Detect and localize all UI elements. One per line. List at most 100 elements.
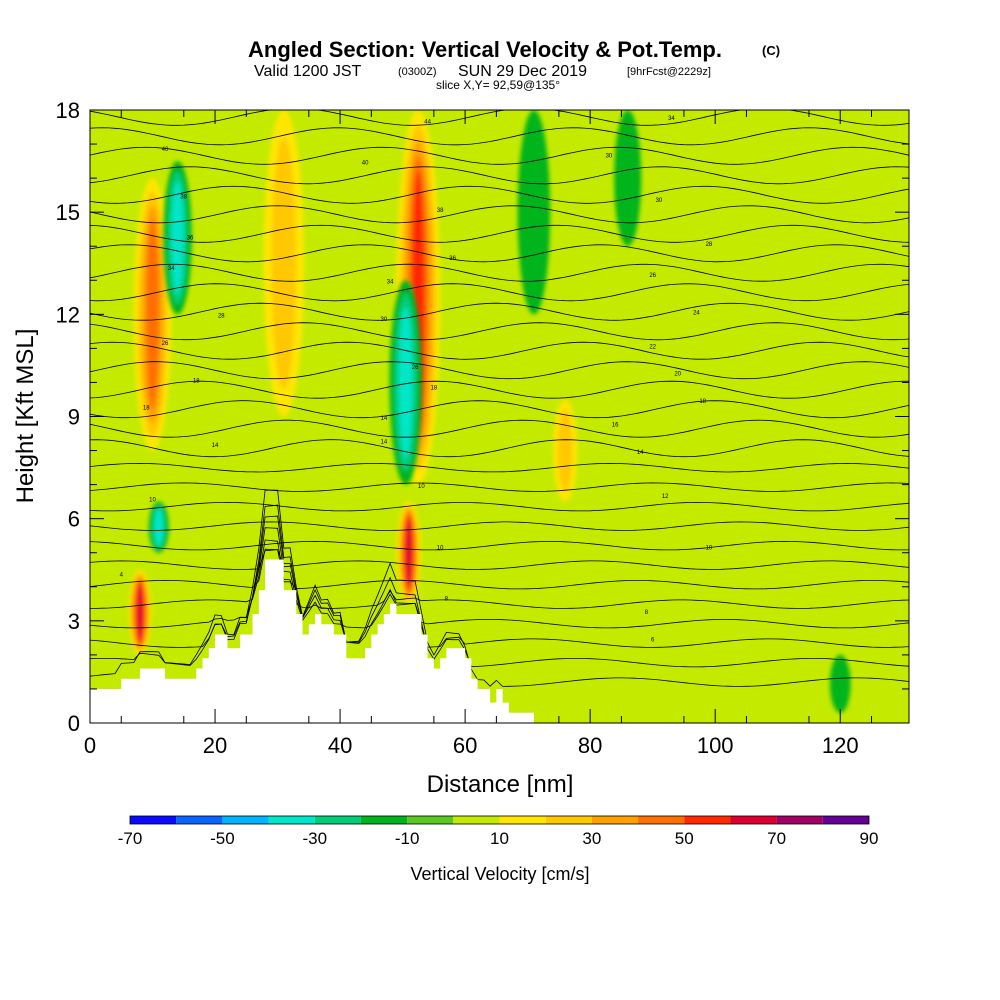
plot-area: 4038363428261818141044440383634302618141… [90, 110, 909, 723]
pot-temp-label: 30 [606, 154, 613, 160]
pot-temp-label: 12 [662, 494, 669, 500]
velocity-level [154, 508, 164, 547]
velocity-feature [517, 110, 551, 315]
valid-time-prefix: Valid 1200 JST [254, 63, 362, 80]
pot-temp-contour [90, 166, 909, 185]
x-tick-label: 60 [453, 733, 477, 758]
chart-header: Angled Section: Vertical Velocity & Pot.… [248, 37, 780, 92]
colorbar-tick-labels: -70 -50 -30 -10 10 30 50 70 90 [118, 829, 879, 848]
pot-temp-label: 20 [674, 372, 681, 378]
pot-temp-contour [90, 549, 909, 570]
pot-temp-label: 28 [218, 314, 225, 320]
pot-temp-contour [90, 400, 909, 419]
pot-temp-label: 18 [431, 385, 438, 391]
colorbar-swatch [130, 816, 177, 824]
pot-temp-label: 22 [649, 344, 656, 350]
pot-temp-contour [90, 244, 909, 263]
pot-temp-label: 36 [187, 235, 194, 241]
pot-temp-contour [90, 361, 909, 380]
valid-date: SUN 29 Dec 2019 [458, 63, 587, 80]
pot-temp-contour [90, 419, 909, 438]
pot-temp-contour [90, 263, 909, 282]
pot-temp-contour [90, 439, 909, 458]
pot-temp-contour [90, 205, 909, 224]
velocity-feature [614, 110, 642, 247]
chart-title: Angled Section: Vertical Velocity & Pot.… [248, 37, 722, 62]
pot-temp-label: 34 [668, 116, 675, 122]
y-tick-label: 18 [56, 98, 80, 123]
pot-temp-contour [90, 540, 909, 551]
velocity-level [614, 110, 642, 247]
pot-temp-label: 30 [656, 198, 663, 204]
pot-temp-label: 10 [706, 545, 713, 551]
pot-temp-label: 18 [143, 406, 150, 412]
pot-temp-label: 26 [162, 341, 169, 347]
colorbar-swatch [822, 816, 869, 824]
colorbar-swatch [360, 816, 408, 824]
x-axis-label: Distance [nm] [427, 771, 574, 798]
pot-temp-label: 6 [651, 637, 655, 643]
pot-temp-contour [90, 462, 909, 473]
colorbar-swatch [638, 816, 685, 824]
pot-temp-label: 16 [612, 423, 619, 429]
pot-temp-contour [90, 302, 909, 321]
pot-temp-contour [90, 322, 909, 341]
y-tick-label: 3 [68, 609, 80, 634]
colorbar-swatch [545, 816, 592, 824]
forecast-info: [9hrFcst@2229z] [627, 66, 711, 78]
pot-temp-label: 10 [418, 484, 425, 490]
colorbar-swatch [730, 816, 777, 824]
velocity-level [829, 654, 851, 713]
colorbar-swatch [499, 816, 546, 824]
velocity-feature [553, 399, 578, 502]
pot-temp-label: 28 [706, 242, 713, 248]
terrain-profile [90, 559, 534, 723]
colorbar-label: Vertical Velocity [cm/s] [410, 864, 589, 884]
pot-temp-label: 26 [412, 365, 419, 371]
velocity-level [406, 519, 412, 587]
y-tick-label: 15 [56, 200, 80, 225]
pot-temp-contour [90, 482, 909, 492]
colorbar-tick-label: 90 [860, 829, 879, 848]
colorbar-tick-label: 70 [767, 829, 786, 848]
velocity-feature [263, 110, 305, 417]
colorbar-swatch [776, 816, 823, 824]
x-tick-label: 20 [203, 733, 227, 758]
velocity-field-background [90, 110, 909, 723]
pot-temp-label: 14 [212, 443, 219, 449]
pot-temp-label: 30 [380, 317, 387, 323]
pot-temp-contour [90, 224, 909, 243]
pot-temp-label: 38 [180, 195, 187, 201]
y-axis-label: Height [Kft MSL] [12, 329, 39, 504]
pot-temp-contour [90, 283, 909, 302]
x-tick-label: 100 [697, 733, 734, 758]
valid-time-utc: (0300Z) [398, 66, 437, 78]
pot-temp-label: 18 [699, 399, 706, 405]
colorbar-swatch [314, 816, 361, 824]
velocity-level [557, 408, 573, 493]
pot-temp-label: 26 [649, 273, 656, 279]
pot-temp-label: 34 [168, 266, 175, 272]
pot-temp-contour [90, 527, 909, 629]
colorbar-frame [129, 815, 870, 825]
pot-temp-contour [90, 380, 909, 399]
pot-temp-label: 44 [424, 120, 431, 126]
velocity-feature [396, 501, 421, 604]
pot-temp-label: 40 [362, 160, 369, 166]
x-tick-label: 0 [84, 733, 96, 758]
pot-temp-label: 14 [380, 416, 387, 422]
colorbar-tick-label: -70 [118, 829, 143, 848]
velocity-feature [133, 178, 172, 451]
colorbar-tick-label: -30 [302, 829, 327, 848]
velocity-level [137, 584, 143, 641]
colorbar-tick-label: 10 [490, 829, 509, 848]
velocity-level [398, 306, 413, 459]
pot-temp-label: 24 [693, 310, 700, 316]
velocity-features [128, 110, 851, 713]
y-tick-label: 0 [68, 711, 80, 736]
colorbar [129, 815, 870, 825]
velocity-level [271, 137, 296, 389]
pot-temp-label: 18 [193, 378, 200, 384]
